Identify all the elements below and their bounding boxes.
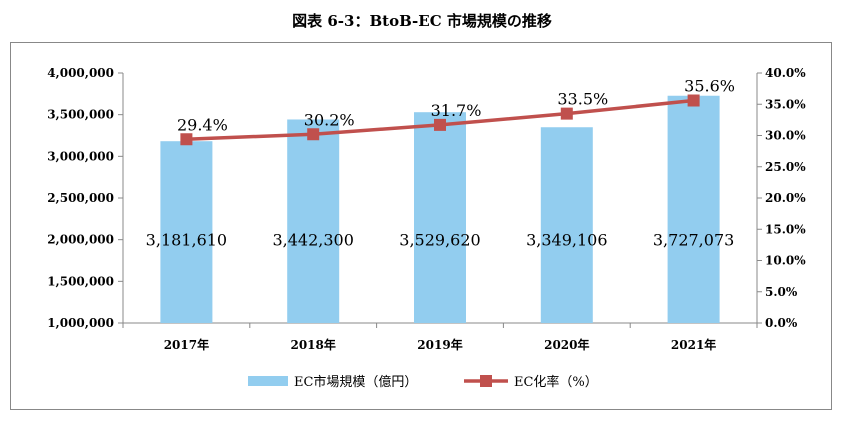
legend-bar-swatch [248, 376, 288, 386]
left-tick-label: 2,000,000 [47, 233, 114, 247]
line-value-label: 30.2% [304, 110, 355, 129]
legend-bar-label: EC市場規模（億円） [294, 374, 417, 390]
left-tick-label: 3,500,000 [47, 108, 114, 122]
data-labels: 3,181,610 3,442,300 3,529,620 3,349,106 3,72… [146, 77, 735, 250]
bar-series [160, 95, 720, 323]
right-tick-label: 5.0% [765, 285, 798, 299]
right-tick-label: 25.0% [765, 160, 806, 174]
x-tick-label: 2019年 [417, 337, 462, 352]
line-marker [434, 118, 446, 131]
bar-value-label: 3,349,106 [526, 231, 607, 250]
chart-title: 図表 6-3：BtoB-EC 市場規模の推移 [292, 12, 552, 30]
line-value-label: 29.4% [177, 115, 228, 134]
x-tick-label: 2020年 [544, 337, 589, 352]
bar-value-label: 3,727,073 [653, 231, 734, 250]
right-tick-label: 15.0% [765, 222, 806, 236]
line-marker [560, 107, 573, 120]
x-tick-label: 2021年 [671, 337, 716, 352]
left-tick-label: 1,500,000 [47, 274, 114, 288]
line-value-label: 35.6% [684, 77, 735, 96]
left-tick-label: 3,000,000 [47, 149, 114, 163]
line-value-label: 33.5% [557, 90, 608, 109]
right-tick-label: 10.0% [765, 254, 806, 268]
x-tick-label: 2018年 [290, 337, 335, 352]
line-value-label: 31.7% [431, 101, 482, 120]
line-marker [307, 128, 320, 141]
right-tick-label: 0.0% [765, 316, 798, 330]
left-tick-label: 2,500,000 [47, 191, 114, 205]
axes: 1,000,000 1,500,000 2,000,000 2,500,000 3,00… [47, 66, 806, 352]
left-tick-label: 4,000,000 [47, 66, 114, 80]
legend: EC市場規模（億円） EC化率（%） [248, 374, 598, 390]
right-tick-label: 40.0% [765, 66, 806, 80]
bar [540, 127, 593, 323]
line-marker [687, 94, 700, 107]
bar [667, 95, 720, 323]
bar [287, 119, 340, 323]
line-series [180, 94, 700, 146]
bar-value-label: 3,529,620 [399, 231, 480, 250]
bar [160, 141, 213, 323]
chart-frame [10, 42, 832, 410]
right-tick-label: 35.0% [765, 97, 806, 111]
bar-value-label: 3,181,610 [146, 231, 227, 250]
right-tick-label: 20.0% [765, 191, 806, 205]
right-tick-label: 30.0% [765, 129, 806, 143]
legend-line-label: EC化率（%） [514, 374, 598, 390]
left-tick-label: 1,000,000 [47, 316, 114, 330]
legend-line-marker [480, 375, 492, 387]
bar [414, 112, 466, 323]
bar-value-label: 3,442,300 [272, 231, 353, 250]
line-marker [180, 133, 193, 146]
x-tick-label: 2017年 [164, 337, 209, 352]
